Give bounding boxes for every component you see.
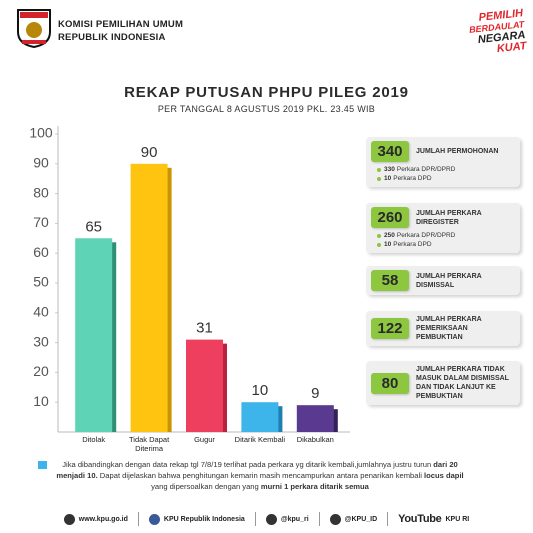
footnote-part: murni 1 perkara ditarik semua — [260, 482, 369, 491]
stat-row: 340 JUMLAH PERMOHONAN — [371, 141, 515, 162]
instagram[interactable]: @KPU_ID — [329, 513, 378, 525]
bullet: 330 Perkara DPR/DPRD — [377, 165, 515, 174]
stat-row: 58 JUMLAH PERKARA DISMISSAL — [371, 270, 515, 291]
stat-label: JUMLAH PERKARA PEMERIKSAAN PEMBUKTIAN — [416, 316, 482, 341]
stat-number: 80 — [371, 372, 409, 394]
footnote-part: Jika dibandingkan dengan data rekap tgl … — [62, 460, 434, 469]
footer: www.kpu.go.id KPU Republik Indonesia @kp… — [0, 508, 533, 530]
value-label: 90 — [141, 144, 158, 161]
stat-card: 260 JUMLAH PERKARA DIREGISTER 250 Perkara D… — [366, 203, 520, 253]
bullet-list: 250 Perkara DPR/DPRD 10 Perkara DPD — [377, 231, 515, 249]
stat-row: 260 JUMLAH PERKARA DIREGISTER — [371, 207, 515, 228]
bullet: 10 Perkara DPD — [377, 240, 515, 249]
chart-subtitle: PER TANGGAL 8 AGUSTUS 2019 PKL. 23.45 WI… — [157, 104, 376, 114]
y-tick-label: 60 — [33, 244, 49, 260]
bar — [296, 405, 334, 432]
footnote-part: yang dipersoalkan dengan yang — [151, 482, 261, 491]
bullet-count: 10 — [384, 175, 392, 182]
y-tick-label: 40 — [33, 304, 49, 320]
icon — [329, 513, 341, 525]
bar — [186, 339, 223, 432]
org-name: KOMISI PEMILIHAN UMUM — [58, 19, 184, 30]
bullet-text: Perkara DPR/DPRD — [396, 166, 456, 173]
y-tick-label: 20 — [33, 363, 49, 379]
x-tick-label: Ditarik Kembali — [234, 435, 286, 444]
bullet-text: Perkara DPD — [393, 175, 432, 182]
stat-label: JUMLAH PERMOHONAN — [416, 148, 499, 155]
bullet-dot — [377, 176, 381, 181]
stat-number: 58 — [371, 270, 409, 291]
youtube[interactable]: YouTube KPU RI — [398, 513, 469, 525]
org-name: REPUBLIK INDONESIA — [58, 32, 166, 43]
bullet-count: 250 — [384, 232, 395, 239]
separator — [387, 512, 389, 526]
footnote-part: Dapat dijelaskan bahwa penghitungan kema… — [97, 471, 424, 480]
bullet-dot — [377, 167, 381, 172]
separator — [137, 512, 139, 526]
bullet-count: 10 — [384, 241, 392, 248]
kpu-logo — [17, 9, 51, 48]
bullet-text: Perkara DPR/DPRD — [396, 232, 456, 239]
stat-card: 58 JUMLAH PERKARA DISMISSAL — [366, 266, 520, 295]
twitter[interactable]: @kpu_ri — [265, 513, 309, 525]
footnote-part: dari 20 menjadi 10. — [56, 460, 458, 480]
stat-number: 122 — [371, 318, 409, 339]
facebook-text: KPU Republik Indonesia — [163, 515, 245, 523]
separator — [318, 512, 320, 526]
x-tick-label: Ditolak — [82, 435, 106, 444]
x-tick-label: Tidak Dapat Diterima — [129, 435, 170, 453]
y-tick-label: 90 — [33, 155, 49, 171]
footnote: Jika dibandingkan dengan data rekap tgl … — [50, 459, 470, 492]
value-label: 31 — [196, 320, 213, 337]
icon — [265, 513, 277, 525]
value-label: 65 — [85, 218, 102, 235]
stat-card: 80 JUMLAH PERKARA TIDAK MASUK DALAM DISMI… — [366, 361, 520, 405]
bullet: 10 Perkara DPD — [377, 174, 515, 183]
x-tick-label: Dikabulkan — [296, 435, 334, 444]
website[interactable]: www.kpu.go.id — [63, 513, 128, 525]
bullet: 250 Perkara DPR/DPRD — [377, 231, 515, 240]
stat-label: JUMLAH PERKARA DIREGISTER — [416, 209, 482, 226]
separator — [254, 512, 256, 526]
bullet-count: 330 — [384, 166, 395, 173]
instagram-text: @KPU_ID — [344, 515, 378, 523]
y-tick-label: 10 — [33, 393, 49, 409]
facebook[interactable]: KPU Republik Indonesia — [148, 513, 245, 525]
stat-number: 260 — [371, 207, 409, 228]
bullet-list: 330 Perkara DPR/DPRD 10 Perkara DPD — [377, 165, 515, 183]
bar — [130, 163, 168, 433]
bullet-text: Perkara DPD — [393, 241, 432, 248]
y-tick-label: 30 — [33, 333, 49, 349]
icon — [148, 513, 160, 525]
stat-card: 340 JUMLAH PERMOHONAN 330 Perkara DPR/DPRD 1… — [366, 137, 520, 187]
chart-title: REKAP PUTUSAN PHPU PILEG 2019 — [124, 84, 409, 101]
bullet-dot — [377, 233, 381, 238]
value-label: 10 — [252, 382, 269, 399]
youtube-logo: YouTube — [398, 513, 442, 525]
bar — [75, 238, 113, 432]
bar-chart: 10 20 30 40 50 60 70 80 90 100 65 90 31 10 9 — [29, 125, 350, 433]
stat-label: JUMLAH PERKARA TIDAK MASUK DALAM DISMISS… — [416, 366, 509, 400]
twitter-text: @kpu_ri — [280, 515, 309, 523]
y-tick-label: 80 — [33, 184, 49, 200]
brand-logo: PEMILIH BERDAULAT NEGARA KUAT — [449, 7, 527, 59]
bullet-dot — [377, 242, 381, 247]
stat-row: 80 JUMLAH PERKARA TIDAK MASUK DALAM DISMI… — [371, 365, 515, 401]
footnote-part: locus dapil — [424, 471, 464, 480]
icon — [63, 513, 75, 525]
stat-row: 122 JUMLAH PERKARA PEMERIKSAAN PEMBUKTIAN — [371, 315, 515, 342]
stat-label: JUMLAH PERKARA DISMISSAL — [416, 272, 482, 289]
x-tick-label: Gugur — [194, 435, 215, 444]
y-tick-label: 50 — [33, 274, 49, 290]
y-tick-label: 100 — [29, 125, 53, 141]
youtube-text: KPU RI — [445, 515, 470, 523]
stat-number: 340 — [371, 141, 409, 162]
bar — [241, 402, 279, 432]
y-tick-label: 70 — [33, 214, 49, 230]
website-text: www.kpu.go.id — [78, 515, 128, 523]
value-label: 9 — [311, 385, 319, 402]
footnote-marker — [38, 461, 47, 469]
stat-card: 122 JUMLAH PERKARA PEMERIKSAAN PEMBUKTIAN — [366, 311, 520, 346]
